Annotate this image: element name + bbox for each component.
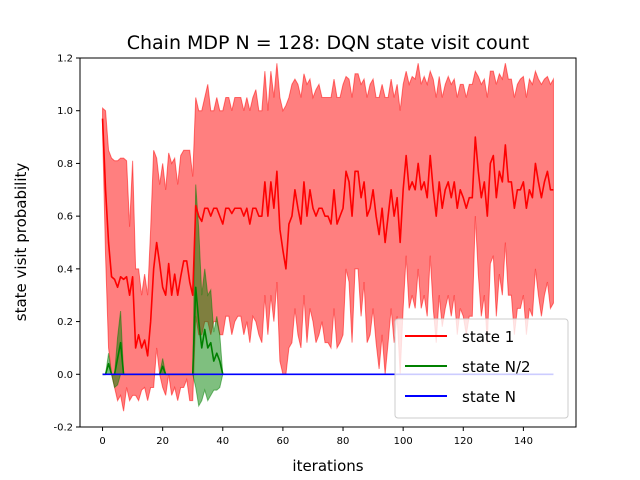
legend-label-state-n-half: state N/2 bbox=[462, 358, 531, 376]
legend-label-state-n: state N bbox=[462, 388, 516, 406]
y-tick-label: 0.4 bbox=[57, 264, 73, 275]
plot-frame bbox=[79, 57, 577, 428]
y-tick-label: 0.0 bbox=[57, 370, 73, 381]
y-tick-label: 0.2 bbox=[57, 317, 73, 328]
legend-label-state-1: state 1 bbox=[462, 328, 514, 346]
y-tick-label: 0.6 bbox=[57, 212, 73, 223]
y-axis-ticks: -0.2 0.0 0.2 0.4 0.6 0.8 1.0 1.2 bbox=[53, 54, 80, 434]
band-state-1 bbox=[102, 63, 554, 412]
line-state-1 bbox=[101, 118, 554, 357]
x-axis-ticks: 0 20 40 60 80 100 120 140 bbox=[99, 427, 533, 447]
y-axis-label: state visit probability bbox=[12, 163, 30, 322]
x-tick-label: 60 bbox=[277, 436, 290, 447]
x-tick-label: 40 bbox=[216, 436, 229, 447]
y-tick-label: 1.0 bbox=[57, 106, 73, 117]
legend-box bbox=[394, 318, 569, 419]
x-tick-label: 120 bbox=[454, 436, 473, 447]
x-tick-label: 0 bbox=[99, 436, 105, 447]
x-tick-label: 100 bbox=[394, 436, 413, 447]
legend: state 1 state N/2 state N bbox=[394, 318, 569, 419]
y-tick-label: -0.2 bbox=[53, 423, 73, 434]
y-tick-label: 1.2 bbox=[57, 54, 73, 65]
line-state-n-2 bbox=[102, 286, 224, 376]
x-tick-label: 80 bbox=[337, 436, 350, 447]
x-tick-label: 20 bbox=[156, 436, 169, 447]
x-axis-label: iterations bbox=[292, 457, 363, 475]
chart-title: Chain MDP N = 128: DQN state visit count bbox=[127, 32, 530, 54]
y-tick-label: 0.8 bbox=[57, 159, 73, 170]
x-tick-label: 140 bbox=[514, 436, 533, 447]
